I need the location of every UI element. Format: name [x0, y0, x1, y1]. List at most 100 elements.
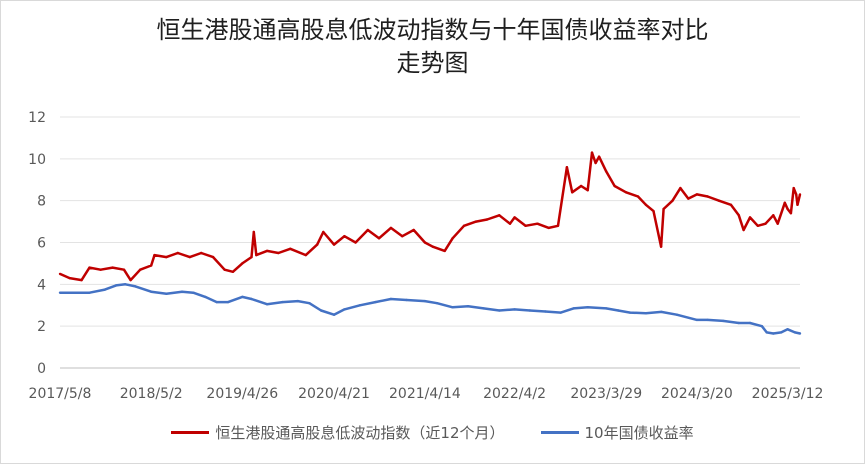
data-point-hs-dividend — [764, 222, 767, 225]
chart-title: 恒生港股通高股息低波动指数与十年国债收益率对比 走势图 — [0, 14, 865, 80]
data-point-bond-yield — [572, 307, 575, 310]
x-tick-label: 2017/5/8 — [29, 386, 92, 402]
data-point-hs-dividend — [188, 255, 191, 259]
data-point-bond-yield — [405, 298, 408, 302]
data-point-hs-dividend — [401, 235, 404, 238]
data-point-bond-yield — [482, 307, 485, 310]
data-point-bond-yield — [124, 283, 127, 286]
x-tick-label: 2022/4/2 — [483, 386, 546, 402]
data-point-hs-dividend — [547, 226, 550, 230]
data-point-bond-yield — [114, 284, 118, 287]
y-tick-label: 0 — [37, 361, 46, 377]
data-point-hs-dividend — [462, 224, 466, 227]
data-point-hs-dividend — [706, 195, 709, 198]
legend-item-hs-dividend: 恒生港股通高股息低波动指数（近12个月） — [171, 422, 505, 443]
data-point-hs-dividend — [58, 272, 62, 276]
data-point-hs-dividend — [252, 230, 255, 234]
data-point-hs-dividend — [786, 207, 789, 211]
data-point-hs-dividend — [524, 224, 527, 227]
data-point-hs-dividend — [513, 216, 516, 219]
data-point-hs-dividend — [316, 243, 319, 246]
data-point-bond-yield — [628, 311, 632, 314]
x-tick-label: 2021/4/14 — [389, 386, 461, 402]
data-point-hs-dividend — [485, 218, 489, 221]
data-point-hs-dividend — [443, 249, 446, 253]
y-tick-label: 8 — [37, 194, 46, 210]
data-point-hs-dividend — [624, 191, 628, 194]
data-point-bond-yield — [559, 311, 562, 314]
data-point-hs-dividend — [176, 251, 179, 255]
data-point-bond-yield — [798, 332, 802, 335]
legend-item-bond-yield: 10年国债收益率 — [540, 422, 694, 443]
data-point-hs-dividend — [99, 268, 102, 271]
data-point-bond-yield — [296, 299, 300, 303]
data-point-hs-dividend — [636, 195, 640, 198]
x-axis-ticks: 2017/5/8 2018/5/2 2019/4/26 2020/4/21 2021/4… — [29, 386, 824, 402]
data-point-bond-yield — [675, 313, 678, 316]
legend-label-bond-yield: 10年国债收益率 — [584, 424, 694, 442]
data-point-hs-dividend — [88, 266, 91, 269]
chart-title-line-1: 恒生港股通高股息低波动指数与十年国债收益率对比 — [156, 16, 709, 44]
data-point-hs-dividend — [200, 251, 203, 255]
data-point-bond-yield — [695, 318, 699, 322]
data-point-bond-yield — [786, 328, 789, 331]
data-point-bond-yield — [793, 331, 797, 334]
chart-title-line-2: 走势图 — [396, 49, 469, 77]
data-point-bond-yield — [435, 302, 439, 305]
y-tick-label: 10 — [28, 152, 46, 168]
data-point-bond-yield — [772, 332, 775, 335]
data-point-bond-yield — [215, 300, 218, 304]
y-tick-label: 12 — [28, 110, 46, 126]
data-point-hs-dividend — [343, 235, 346, 238]
data-point-bond-yield — [103, 288, 107, 291]
data-point-hs-dividend — [508, 222, 512, 225]
data-point-bond-yield — [319, 309, 323, 312]
data-point-hs-dividend — [605, 170, 608, 173]
data-point-bond-yield — [134, 285, 137, 288]
data-point-hs-dividend — [717, 199, 721, 202]
data-point-hs-dividend — [798, 193, 802, 196]
data-point-bond-yield — [281, 300, 284, 304]
data-point-hs-dividend — [304, 253, 307, 257]
data-point-bond-yield — [748, 321, 752, 325]
data-point-hs-dividend — [366, 228, 369, 232]
data-point-hs-dividend — [111, 266, 114, 269]
data-point-hs-dividend — [695, 193, 699, 196]
legend-swatch-blue — [540, 431, 579, 434]
data-point-hs-dividend — [68, 276, 71, 280]
data-point-hs-dividend — [498, 214, 501, 217]
x-tick-label: 2025/3/12 — [752, 386, 824, 402]
series-lines — [58, 151, 802, 335]
data-point-hs-dividend — [729, 203, 733, 206]
y-tick-label: 2 — [37, 319, 46, 335]
data-point-hs-dividend — [652, 209, 655, 213]
data-point-hs-dividend — [412, 228, 415, 232]
data-point-hs-dividend — [241, 262, 244, 265]
y-tick-label: 4 — [37, 277, 46, 293]
gridlines — [60, 116, 800, 369]
data-point-bond-yield — [241, 295, 244, 299]
data-point-bond-yield — [150, 290, 153, 293]
data-point-bond-yield — [58, 291, 62, 294]
data-point-hs-dividend — [571, 191, 574, 194]
data-point-hs-dividend — [789, 212, 793, 215]
data-point-hs-dividend — [354, 241, 357, 244]
y-axis-ticks: 0 2 4 6 8 10 12 — [28, 110, 46, 377]
data-point-bond-yield — [737, 321, 740, 325]
data-point-hs-dividend — [389, 226, 393, 230]
data-point-bond-yield — [451, 306, 454, 309]
data-point-bond-yield — [308, 302, 311, 305]
data-point-hs-dividend — [289, 247, 292, 250]
data-point-bond-yield — [165, 292, 168, 295]
data-point-hs-dividend — [129, 278, 132, 282]
x-tick-label: 2019/4/26 — [206, 386, 278, 402]
data-point-hs-dividend — [423, 241, 427, 244]
data-point-hs-dividend — [80, 278, 83, 282]
x-tick-label: 2024/3/20 — [661, 386, 733, 402]
data-point-hs-dividend — [687, 197, 690, 200]
data-point-bond-yield — [265, 303, 269, 306]
data-point-hs-dividend — [586, 189, 589, 192]
data-point-bond-yield — [204, 295, 207, 299]
data-point-hs-dividend — [776, 222, 779, 225]
data-point-hs-dividend — [255, 253, 258, 257]
